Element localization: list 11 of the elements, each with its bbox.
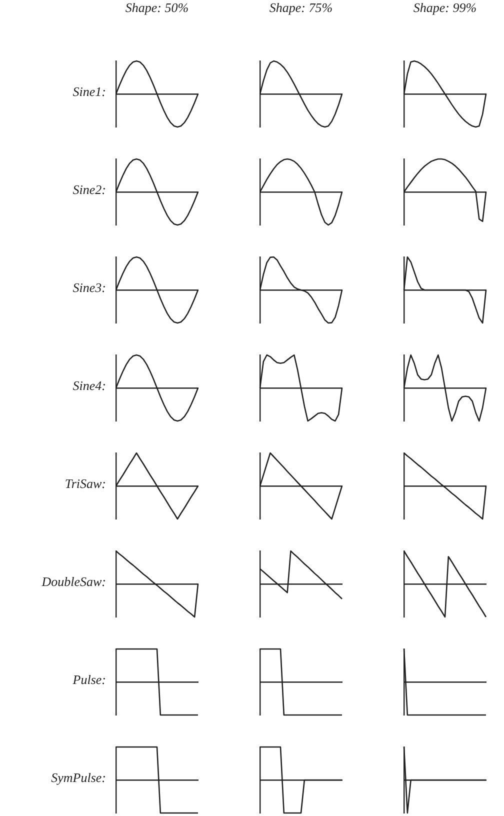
y-axis-title: SymPulse:: [51, 770, 106, 786]
y-axis-title: Sine3:: [72, 280, 106, 296]
chart-title: Shape: 99%: [412, 0, 478, 16]
y-axis-title: Sine2:: [72, 182, 106, 198]
chart-title: Shape: 50%: [124, 0, 190, 16]
chart-title: Shape: 75%: [268, 0, 334, 16]
y-axis-title: TriSaw:: [64, 476, 106, 492]
y-axis-title: DoubleSaw:: [42, 574, 106, 590]
y-axis-title: Sine1:: [72, 84, 106, 100]
y-axis-title: Pulse:: [72, 672, 106, 688]
y-axis-title: Sine4:: [72, 378, 106, 394]
